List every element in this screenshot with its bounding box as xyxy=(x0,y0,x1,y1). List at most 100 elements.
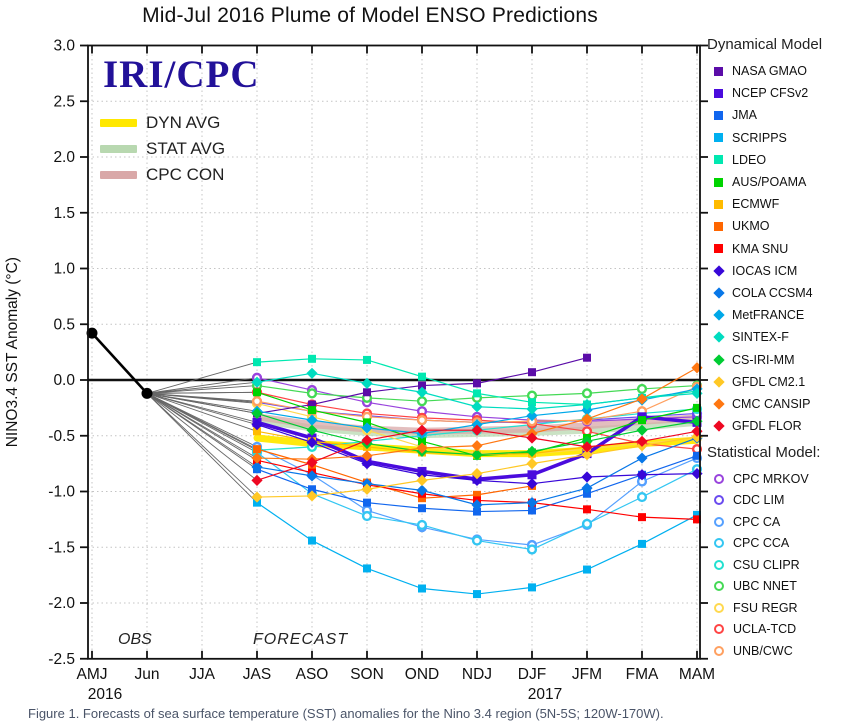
svg-text:SON: SON xyxy=(350,666,384,683)
legend-label: KMA SNU xyxy=(732,241,789,256)
legend-item-cpc-ca: CPC CA xyxy=(707,511,842,533)
svg-text:-1.5: -1.5 xyxy=(48,539,75,556)
plot-border xyxy=(87,44,701,660)
legend-item-gfdl-cm2-1: GFDL CM2.1 xyxy=(707,371,842,393)
diamond-marker-icon xyxy=(713,265,725,277)
svg-text:JFM: JFM xyxy=(572,666,602,683)
square-marker-icon xyxy=(714,199,723,209)
legend-label: UNB/CWC xyxy=(733,643,793,658)
gridlines xyxy=(88,45,700,659)
svg-text:AMJ: AMJ xyxy=(77,666,108,683)
iri-cpc-logo: IRI/CPC xyxy=(103,53,260,96)
legend-label: GFDL FLOR xyxy=(732,419,802,434)
svg-text:DJF: DJF xyxy=(518,666,546,683)
series-gfdl-flor xyxy=(251,424,703,486)
legend-label: SCRIPPS xyxy=(732,130,787,145)
avg-legend-swatch xyxy=(100,171,137,179)
square-marker-icon xyxy=(714,110,723,120)
legend-item-jma: JMA xyxy=(707,104,842,126)
legend-label: UKMO xyxy=(732,219,770,234)
legend-item-kma-snu: KMA SNU xyxy=(707,238,842,260)
avg-legend-row-dyn-avg: DYN AVG xyxy=(100,110,225,136)
svg-text:ASO: ASO xyxy=(296,666,329,683)
legend-label: AUS/POAMA xyxy=(732,175,807,190)
legend-label: IOCAS ICM xyxy=(732,263,798,278)
legend-label: CPC MRKOV xyxy=(733,471,809,486)
legend-item-cola-ccsm4: COLA CCSM4 xyxy=(707,282,842,304)
statistical-models-header: Statistical Model: xyxy=(707,444,821,462)
avg-legend-swatch xyxy=(100,119,137,127)
forecast-annotation: FORECAST xyxy=(253,631,348,648)
svg-text:MAM: MAM xyxy=(679,666,715,683)
legend-item-cdc-lim: CDC LIM xyxy=(707,490,842,512)
axis-ticks xyxy=(80,44,708,660)
legend-item-unb-cwc: UNB/CWC xyxy=(707,640,842,662)
legend-item-ecmwf: ECMWF xyxy=(707,193,842,215)
ring-marker-icon xyxy=(714,602,724,613)
legend-item-metfrance: MetFRANCE xyxy=(707,304,842,326)
square-marker-icon xyxy=(714,221,723,231)
svg-text:FMA: FMA xyxy=(626,666,659,683)
legend-label: NASA GMAO xyxy=(732,64,808,79)
dynamical-series xyxy=(251,353,703,599)
obs-annotation: OBS xyxy=(118,631,152,648)
dynamical-models-header: Dynamical Model xyxy=(707,36,823,53)
legend-label: CSU CLIPR xyxy=(733,557,800,572)
legend-label: CPC CCA xyxy=(733,536,790,551)
svg-text:2016: 2016 xyxy=(88,686,122,703)
svg-text:3.0: 3.0 xyxy=(53,38,75,55)
svg-text:-0.5: -0.5 xyxy=(48,428,75,445)
legend-label: SINTEX-F xyxy=(732,330,789,345)
diamond-marker-icon xyxy=(713,331,725,344)
legend-item-csu-clipr: CSU CLIPR xyxy=(707,554,842,576)
legend-item-ukmo: UKMO xyxy=(707,215,842,237)
observed-series xyxy=(86,327,153,399)
chart-title: Mid-Jul 2016 Plume of Model ENSO Predict… xyxy=(142,4,598,27)
avg-legend-row-stat-avg: STAT AVG xyxy=(100,136,225,162)
svg-text:0.5: 0.5 xyxy=(53,316,75,333)
square-marker-icon xyxy=(714,155,723,165)
svg-text:2.0: 2.0 xyxy=(53,149,75,166)
ring-marker-icon xyxy=(714,559,724,570)
svg-text:1.5: 1.5 xyxy=(53,205,75,222)
avg-legend-row-cpc-con: CPC CON xyxy=(100,162,225,188)
legend-item-nasa-gmao: NASA GMAO xyxy=(707,60,842,82)
legend-item-ncep-cfsv2: NCEP CFSv2 xyxy=(707,82,842,104)
legend-item-ucla-tcd: UCLA-TCD xyxy=(707,619,842,641)
y-axis-title: NINO3.4 SST Anomaly (°C) xyxy=(4,257,21,447)
svg-text:-1.0: -1.0 xyxy=(48,484,75,501)
model-legend: Dynamical Model NASA GMAO NCEP CFSv2 JMA SCR… xyxy=(707,36,842,662)
svg-text:2017: 2017 xyxy=(528,686,562,703)
square-marker-icon xyxy=(714,66,723,76)
square-marker-icon xyxy=(714,177,723,187)
statistical-series xyxy=(251,372,703,555)
legend-label: UBC NNET xyxy=(733,579,797,594)
axis-labels: -2.5 -2.0 -1.5 -1.0 -0.5 0.0 0.5 1.0 1.5 2.0 2.5 3.… xyxy=(48,38,715,703)
legend-label: GFDL CM2.1 xyxy=(732,374,806,389)
legend-item-ubc-nnet: UBC NNET xyxy=(707,576,842,598)
legend-label: JMA xyxy=(732,108,757,123)
legend-label: NCEP CFSv2 xyxy=(732,86,809,101)
diamond-marker-icon xyxy=(713,309,725,321)
ring-marker-icon xyxy=(714,473,724,484)
average-lines-legend: DYN AVG STAT AVG CPC CON xyxy=(100,110,225,188)
ring-marker-icon xyxy=(714,516,724,527)
square-marker-icon xyxy=(714,133,723,143)
legend-item-cs-iri-mm: CS-IRI-MM xyxy=(707,348,842,370)
legend-label: ECMWF xyxy=(732,197,780,212)
legend-item-sintex-f: SINTEX-F xyxy=(707,326,842,348)
legend-item-cpc-cca: CPC CCA xyxy=(707,533,842,555)
svg-text:JAS: JAS xyxy=(243,666,271,683)
legend-label: FSU REGR xyxy=(733,600,798,615)
svg-text:1.0: 1.0 xyxy=(53,261,75,278)
fan-lines xyxy=(146,361,258,503)
svg-text:2.5: 2.5 xyxy=(53,93,75,110)
avg-legend-label: CPC CON xyxy=(146,165,225,184)
legend-item-cpc-mrkov: CPC MRKOV xyxy=(707,468,842,490)
series-cmc-cansip xyxy=(251,362,703,465)
ring-marker-icon xyxy=(714,495,724,506)
plot-annotations: OBS FORECAST xyxy=(118,631,348,648)
legend-label: CPC CA xyxy=(733,514,781,529)
avg-legend-label: STAT AVG xyxy=(146,139,226,158)
